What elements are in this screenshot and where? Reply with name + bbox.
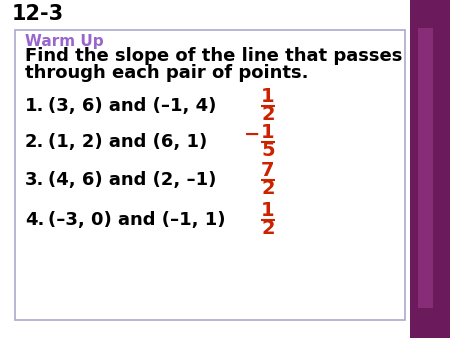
Text: 2: 2 [261, 179, 275, 198]
Text: 7: 7 [261, 162, 275, 180]
Text: 12-3: 12-3 [12, 4, 64, 24]
Bar [410, 0, 450, 338]
Text: through each pair of points.: through each pair of points. [25, 64, 309, 82]
Text: −: − [243, 124, 260, 144]
Text: 5: 5 [261, 142, 275, 161]
Text: 2: 2 [261, 219, 275, 239]
Bar [15, 30, 405, 320]
Text: 2.: 2. [25, 133, 45, 151]
Text: (–3, 0) and (–1, 1): (–3, 0) and (–1, 1) [48, 211, 225, 229]
Text: 1: 1 [261, 123, 275, 143]
Text: 1: 1 [261, 88, 275, 106]
Bar [418, 28, 433, 308]
Text: 3.: 3. [25, 171, 45, 189]
Text: (3, 6) and (–1, 4): (3, 6) and (–1, 4) [48, 97, 216, 115]
Text: Warm Up: Warm Up [25, 34, 104, 49]
Text: 1: 1 [261, 201, 275, 220]
Text: 2: 2 [261, 105, 275, 124]
Text: 1.: 1. [25, 97, 45, 115]
Text: (1, 2) and (6, 1): (1, 2) and (6, 1) [48, 133, 207, 151]
Text: 4.: 4. [25, 211, 45, 229]
Text: Find the slope of the line that passes: Find the slope of the line that passes [25, 47, 402, 65]
Text: (4, 6) and (2, –1): (4, 6) and (2, –1) [48, 171, 216, 189]
